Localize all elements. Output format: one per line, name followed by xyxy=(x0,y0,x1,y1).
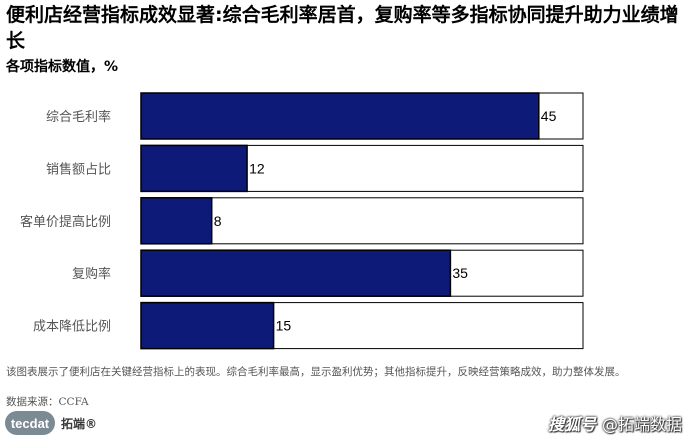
category-label-3: 复购率 xyxy=(72,266,111,282)
bar-0 xyxy=(140,92,540,140)
bar-3 xyxy=(140,249,452,297)
category-label-1: 销售额占比 xyxy=(46,161,111,177)
bar-chart: 综合毛利率 45 销售额占比 12 客单价提高比例 8 复购率 35 成本降低比例 15 xyxy=(20,92,584,350)
chart-title: 便利店经营指标成效显著:综合毛利率居首，复购率等多指标协同提升助力业绩增长 xyxy=(6,4,679,52)
value-label-1: 12 xyxy=(249,160,265,176)
value-label-3: 35 xyxy=(452,265,468,281)
category-label-2: 客单价提高比例 xyxy=(20,214,111,230)
bar-4 xyxy=(140,301,275,350)
value-label-0: 45 xyxy=(541,108,557,124)
watermark-mark: 搜狐号 xyxy=(547,415,596,434)
data-source: 数据来源：CCFA xyxy=(6,396,89,408)
bar-1 xyxy=(140,144,248,193)
value-label-4: 15 xyxy=(276,318,292,334)
bar-track-2 xyxy=(140,197,584,245)
brand-logo: tecdat xyxy=(5,411,55,435)
brand-name: 拓端® xyxy=(61,416,98,431)
watermark-text: @拓端数据 xyxy=(601,415,682,434)
watermark: 搜狐号 @拓端数据 xyxy=(548,410,682,436)
bar-2 xyxy=(140,197,213,245)
category-label-0: 综合毛利率 xyxy=(46,109,111,125)
chart-subtitle: 各项指标数值，% xyxy=(6,59,119,75)
chart-note: 该图表展示了便利店在关键经营指标上的表现。综合毛利率最高，显示盈利优势；其他指标… xyxy=(6,366,626,378)
brand: tecdat 拓端® xyxy=(5,410,97,436)
category-label-4: 成本降低比例 xyxy=(33,320,111,335)
value-label-2: 8 xyxy=(214,213,222,229)
